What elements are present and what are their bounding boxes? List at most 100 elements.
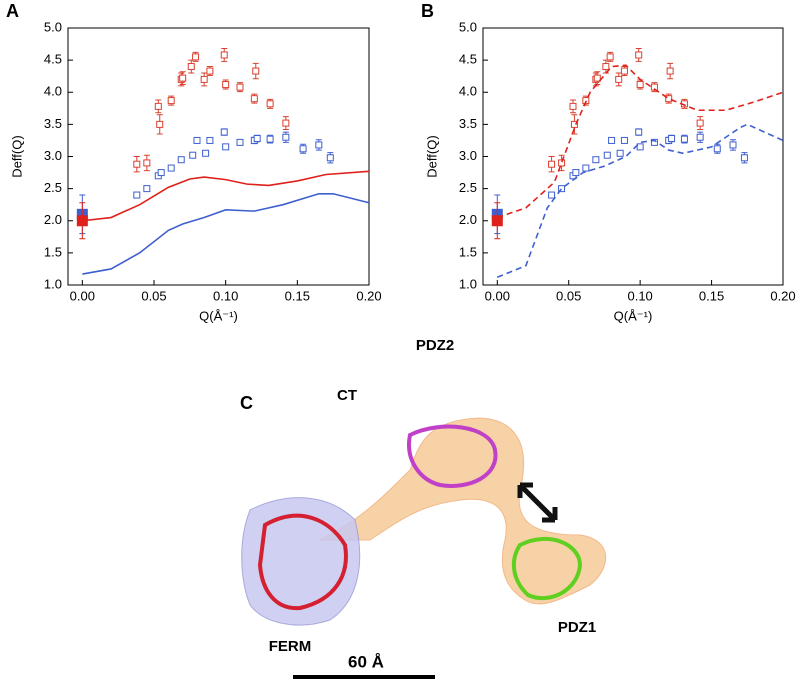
- data-point: [220, 128, 228, 136]
- data-point: [252, 67, 260, 75]
- data-point: [491, 215, 503, 227]
- y-tick-label: 1.0: [459, 276, 477, 291]
- data-point: [606, 53, 614, 61]
- data-point: [167, 164, 175, 172]
- curve: [82, 192, 370, 275]
- y-tick-label: 2.0: [459, 212, 477, 227]
- data-point: [602, 63, 610, 71]
- data-point: [282, 133, 290, 141]
- data-point: [548, 191, 556, 199]
- data-point: [222, 143, 230, 151]
- data-point: [636, 81, 644, 89]
- x-axis-label: Q(Å⁻¹): [199, 308, 238, 323]
- data-point: [133, 191, 141, 199]
- scale-label: 60 Å: [348, 652, 384, 671]
- y-tick-label: 4.5: [459, 52, 477, 67]
- x-tick-label: 0.05: [556, 288, 581, 303]
- y-tick-label: 4.0: [459, 84, 477, 99]
- data-point: [192, 53, 200, 61]
- domain-label: PDZ1: [558, 619, 596, 636]
- data-point: [713, 145, 721, 153]
- data-point: [133, 160, 141, 168]
- data-point: [206, 67, 214, 75]
- data-point: [189, 151, 197, 159]
- data-point: [253, 135, 261, 143]
- data-point: [202, 149, 210, 157]
- y-tick-label: 1.0: [44, 276, 62, 291]
- domain-label: FERM: [269, 638, 312, 655]
- data-point: [665, 95, 673, 103]
- data-point: [156, 120, 164, 128]
- data-point: [668, 135, 676, 143]
- curve: [82, 170, 370, 222]
- pdz2-ribbon: [407, 424, 498, 488]
- data-point: [200, 75, 208, 83]
- y-tick-label: 3.0: [44, 148, 62, 163]
- data-point: [620, 136, 628, 144]
- x-tick-label: 0.00: [70, 288, 95, 303]
- data-point: [282, 119, 290, 127]
- y-tick-label: 2.5: [44, 180, 62, 195]
- data-point: [177, 156, 185, 164]
- data-point: [635, 128, 643, 136]
- data-point: [558, 185, 566, 193]
- x-tick-label: 0.15: [285, 288, 310, 303]
- data-point: [154, 102, 162, 110]
- y-tick-label: 5.0: [44, 19, 62, 34]
- data-point: [729, 141, 737, 149]
- data-point: [157, 169, 165, 177]
- data-point: [266, 135, 274, 143]
- domain-label: PDZ2: [416, 337, 454, 354]
- data-point: [635, 51, 643, 59]
- data-point: [570, 120, 578, 128]
- data-point: [326, 154, 334, 162]
- y-axis-label: Deff(Q): [9, 135, 24, 177]
- panel-label: C: [240, 393, 253, 413]
- y-tick-label: 3.0: [459, 148, 477, 163]
- x-tick-label: 0.20: [770, 288, 795, 303]
- data-point: [266, 100, 274, 108]
- y-tick-label: 1.5: [44, 244, 62, 259]
- envelope: [319, 417, 607, 605]
- data-point: [315, 141, 323, 149]
- x-tick-label: 0.10: [627, 288, 652, 303]
- data-point: [696, 119, 704, 127]
- data-point: [680, 135, 688, 143]
- data-point: [143, 159, 151, 167]
- data-point: [636, 143, 644, 151]
- data-point: [666, 67, 674, 75]
- data-point: [608, 136, 616, 144]
- data-point: [206, 136, 214, 144]
- y-tick-label: 3.5: [44, 116, 62, 131]
- y-tick-label: 1.5: [459, 244, 477, 259]
- data-point: [167, 97, 175, 105]
- curve: [497, 64, 784, 219]
- data-point: [615, 75, 623, 83]
- y-tick-label: 4.0: [44, 84, 62, 99]
- data-point: [592, 156, 600, 164]
- data-point: [616, 149, 624, 157]
- x-tick-label: 0.05: [141, 288, 166, 303]
- data-point: [250, 95, 258, 103]
- ferm-ribbon: [257, 513, 348, 611]
- data-point: [193, 136, 201, 144]
- data-point: [236, 83, 244, 91]
- data-point: [696, 133, 704, 141]
- data-point: [593, 74, 601, 82]
- data-point: [548, 160, 556, 168]
- data-point: [179, 74, 187, 82]
- data-point: [569, 102, 577, 110]
- x-tick-label: 0.20: [356, 288, 381, 303]
- curve: [496, 123, 784, 279]
- data-point: [236, 138, 244, 146]
- x-tick-label: 0.15: [699, 288, 724, 303]
- data-point: [299, 145, 307, 153]
- panel-label: A: [6, 1, 19, 21]
- domain-label: CT: [337, 387, 357, 404]
- panel-label: B: [421, 1, 434, 21]
- y-tick-label: 2.0: [44, 212, 62, 227]
- y-tick-label: 5.0: [459, 19, 477, 34]
- data-point: [187, 63, 195, 71]
- x-axis-label: Q(Å⁻¹): [614, 308, 653, 323]
- data-point: [222, 81, 230, 89]
